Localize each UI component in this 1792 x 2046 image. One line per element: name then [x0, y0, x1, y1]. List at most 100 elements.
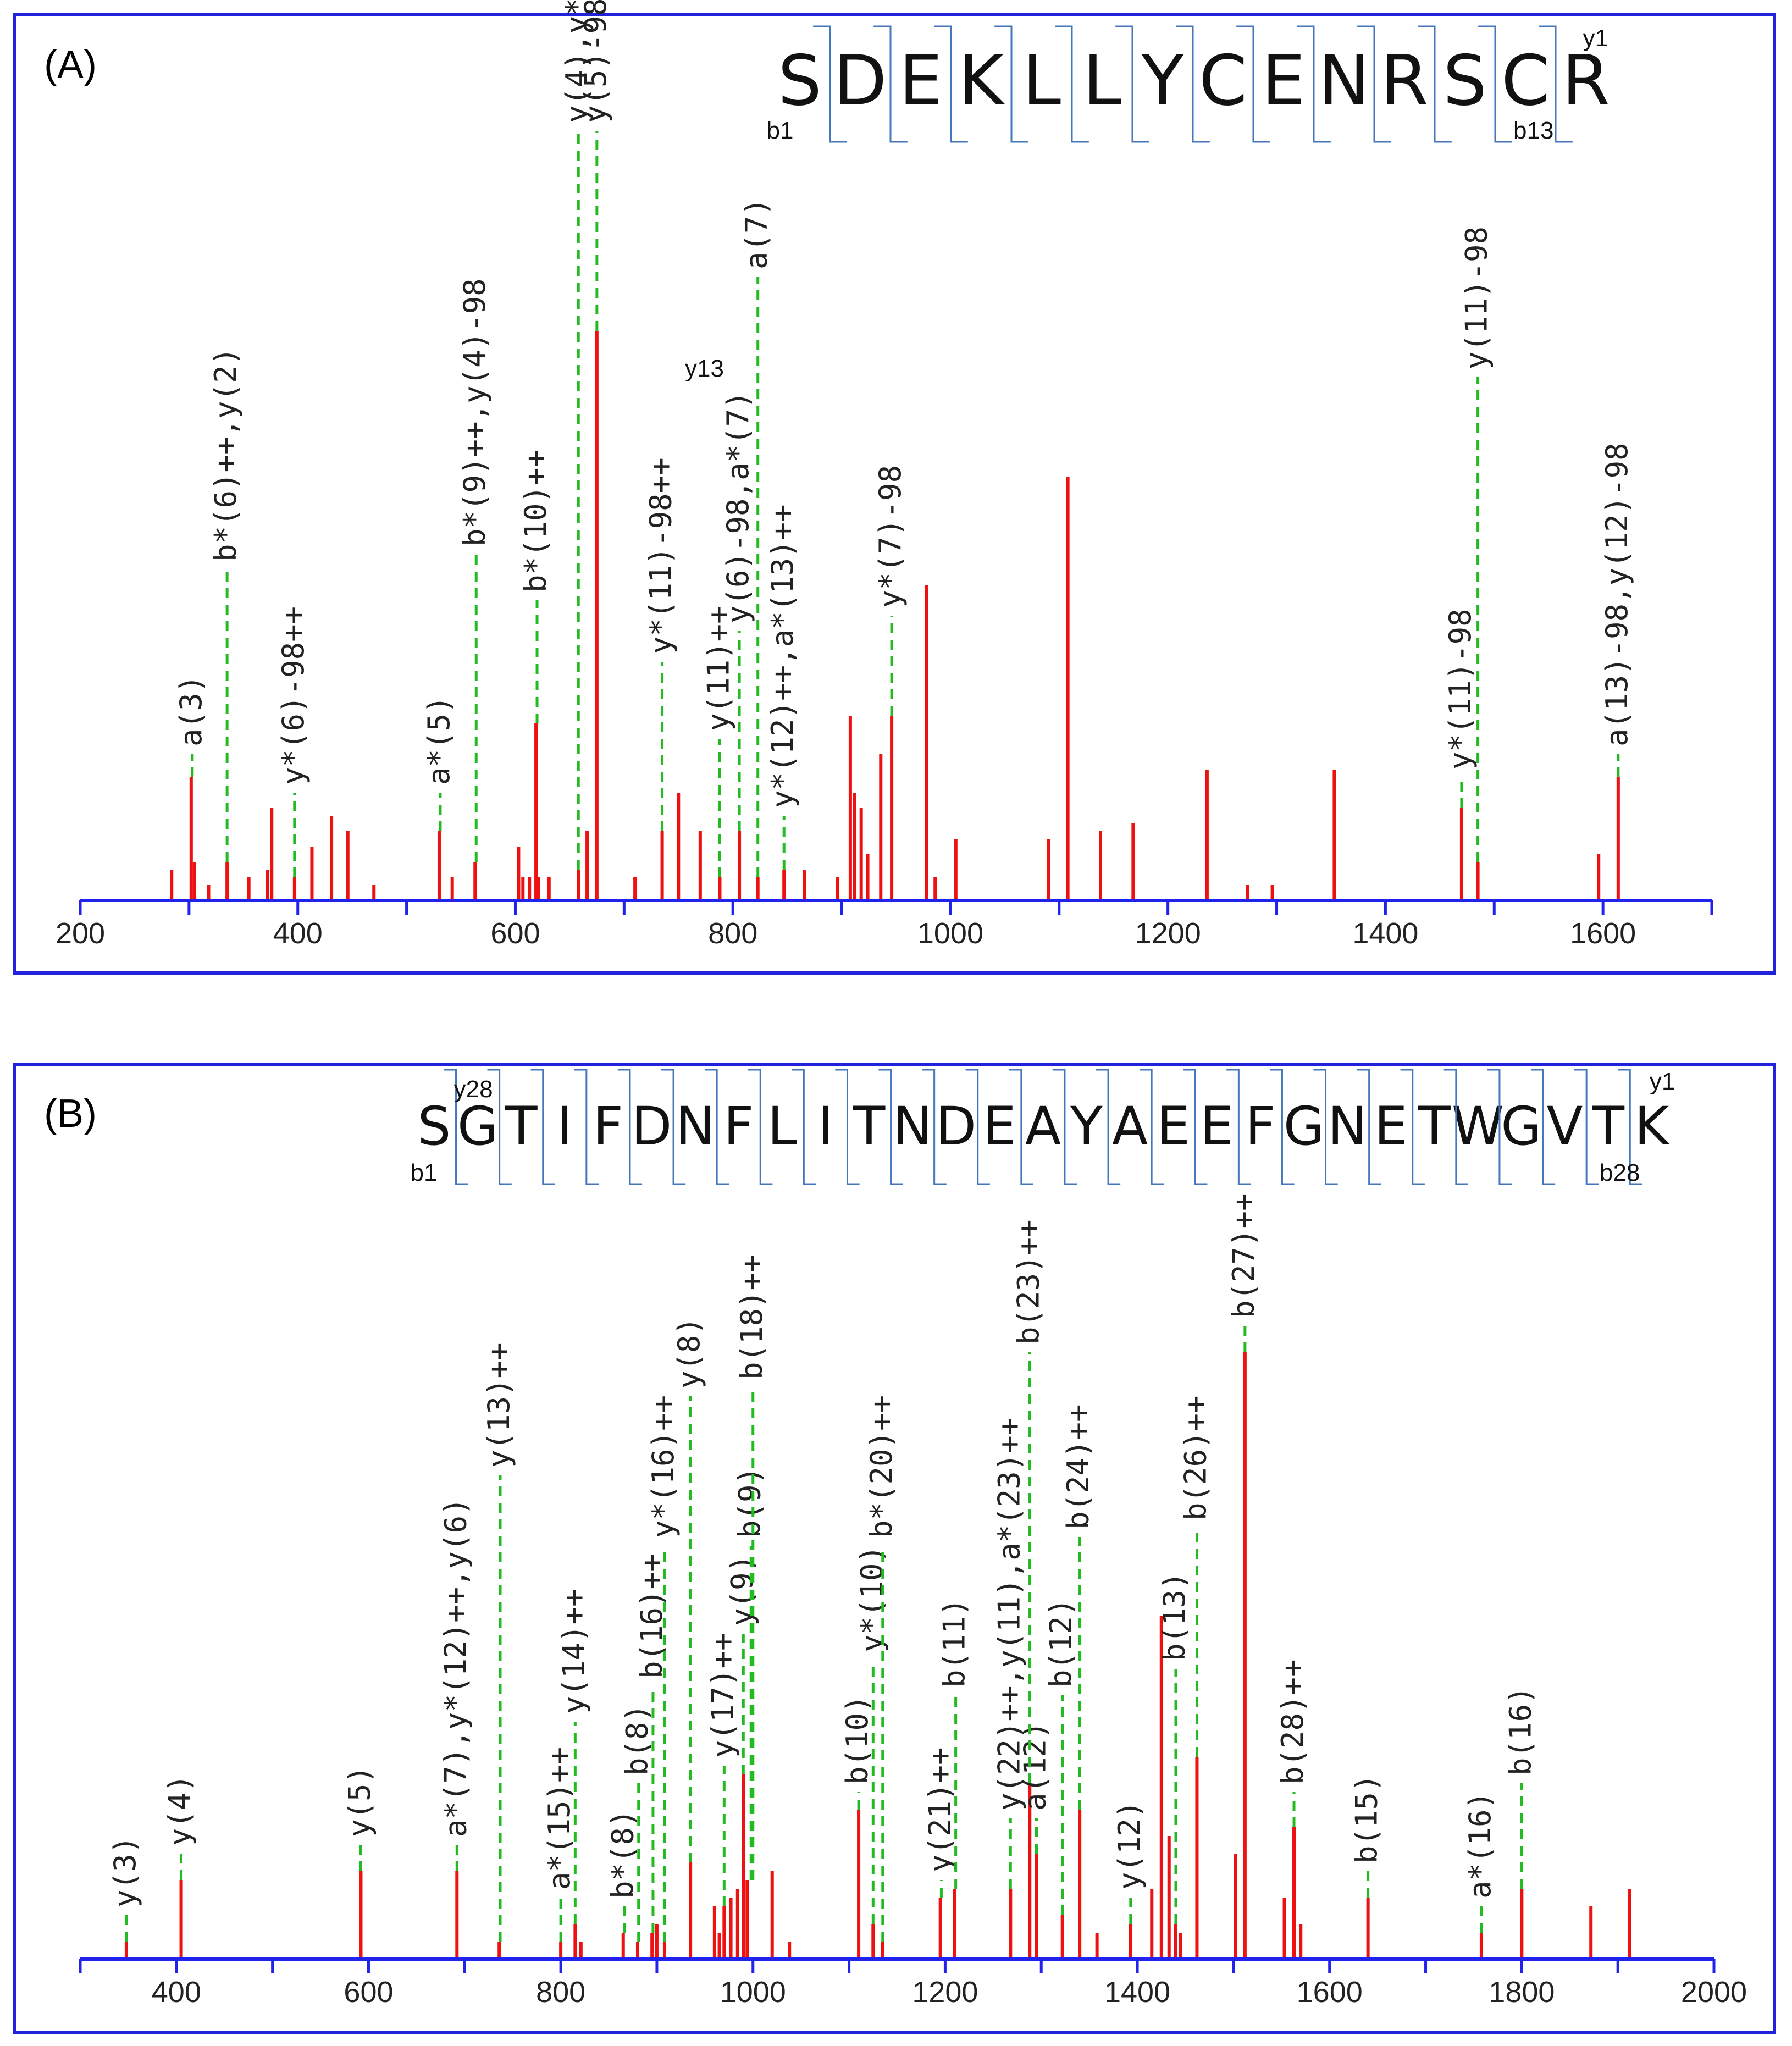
annotation-label: y(4): [163, 1774, 197, 1846]
fragment-bracket: [813, 25, 847, 143]
annotation-label: b(24)++: [1061, 1404, 1096, 1529]
residue: A: [1025, 1096, 1061, 1157]
residue: S: [1443, 40, 1487, 121]
fragment-bracket: [1236, 25, 1270, 143]
fragment-bracket: [1009, 1069, 1033, 1185]
annotation-label: y(11)++: [701, 606, 735, 731]
residue: T: [505, 1096, 538, 1157]
residue: I: [557, 1096, 572, 1157]
residue: G: [1284, 1096, 1324, 1157]
fragment-bracket: [661, 1069, 686, 1185]
residue: T: [853, 1096, 886, 1157]
annotation-label: b(15): [1349, 1774, 1384, 1863]
annotation-label: b(9): [732, 1467, 767, 1538]
y-last-label: y13: [685, 355, 724, 382]
residue: N: [893, 1096, 932, 1157]
x-tick-label: 600: [490, 917, 540, 950]
fragment-bracket: [1297, 25, 1331, 143]
panel-label: (A): [44, 43, 97, 87]
residue: C: [1199, 40, 1247, 121]
residue: A: [1112, 1096, 1148, 1157]
annotation-label: y(14)++: [556, 1589, 591, 1714]
annotation-label: y*(6)-98++: [276, 606, 311, 785]
residue: F: [1245, 1096, 1275, 1157]
annotation-label: b(12): [1044, 1598, 1078, 1688]
fragment-bracket: [994, 25, 1028, 143]
annotation-label: a(7): [739, 198, 774, 269]
residue: K: [959, 40, 1006, 121]
residue: V: [1547, 1096, 1583, 1157]
panel-b: (B) y(3) y(4) y(5) a*(7),y*(12)++,y(6) y(13)+…: [13, 1063, 1776, 2034]
y-first-label: y1: [1583, 25, 1608, 52]
fragment-bracket: [1140, 1069, 1164, 1185]
panel-a: (A) a(3) b*(6)++,y(2) y*(6)-98++ a*(5) b*(9)+…: [13, 0, 1776, 975]
annotation-label: y(4),y*(5)-98,a: [560, 0, 594, 123]
x-tick-label: 1400: [1104, 1976, 1170, 2009]
panel-frame: [13, 13, 1776, 975]
annotation-label: y(11)-98: [1459, 226, 1494, 369]
annotation-label: b(27)++: [1226, 1193, 1261, 1318]
residue: L: [1083, 40, 1121, 121]
fragment-bracket: [934, 25, 968, 143]
residue: I: [818, 1096, 833, 1157]
fragment-bracket: [1530, 1069, 1556, 1185]
x-tick-label: 1400: [1352, 917, 1418, 950]
fragment-bracket: [1183, 1069, 1208, 1185]
annotation-label: y*(7)-98: [873, 465, 908, 608]
residue: Y: [1070, 1096, 1103, 1157]
residue: C: [1501, 40, 1550, 121]
residue: W: [1452, 1096, 1504, 1157]
fragment-bracket: [705, 1069, 729, 1185]
annotation-label: y*(16)++: [646, 1395, 681, 1538]
residue: L: [767, 1096, 797, 1157]
residue: E: [1374, 1096, 1408, 1157]
fragment-bracket: [1418, 25, 1452, 143]
fragment-bracket: [574, 1069, 599, 1185]
annotation-label: y(5)-98: [578, 0, 613, 123]
x-tick-label: 1000: [917, 917, 983, 950]
residue: D: [936, 1096, 976, 1157]
panel-frame: [13, 1063, 1776, 2034]
x-tick-label: 1800: [1489, 1976, 1555, 2009]
annotation-label: b*(20)++: [864, 1395, 899, 1538]
y-first-label: y1: [1650, 1068, 1675, 1095]
annotation-label: y(17)++: [705, 1633, 740, 1758]
annotation-label: y*(11)-98++: [644, 457, 678, 654]
annotation-label: a*(16): [1463, 1791, 1497, 1899]
annotation-label: a*(5): [422, 695, 456, 785]
y-last-label: y28: [454, 1076, 493, 1103]
fragment-bracket: [1357, 1069, 1381, 1185]
fragment-bracket: [1096, 1069, 1121, 1185]
annotation-label: b(18)++: [734, 1254, 769, 1380]
fragment-bracket: [444, 1069, 468, 1185]
fragment-bracket: [1313, 1069, 1338, 1185]
fragment-bracket: [1539, 25, 1573, 143]
residue: G: [457, 1096, 498, 1157]
fragment-bracket: [1574, 1069, 1599, 1185]
x-tick-label: 1000: [720, 1976, 786, 2009]
annotation-label: y(21)++: [922, 1747, 957, 1872]
residue: N: [1318, 40, 1370, 121]
annotation-label: b(13): [1157, 1572, 1192, 1661]
x-tick-label: 1200: [1135, 917, 1201, 950]
annotation-label: a*(15)++: [542, 1747, 577, 1890]
annotation-label: y*(11)-98: [1443, 609, 1478, 770]
x-tick-label: 1600: [1297, 1976, 1363, 2009]
fragment-bracket: [873, 25, 908, 143]
annotation-label: b*(8): [606, 1809, 640, 1899]
x-tick-label: 600: [344, 1976, 393, 2009]
b-first-label: b1: [767, 117, 794, 144]
fragment-bracket: [617, 1069, 643, 1185]
annotation-label: y*(12)++,a*(13)++: [765, 504, 800, 808]
fragment-bracket: [1357, 25, 1391, 143]
annotation-label: b*(10)++: [518, 450, 553, 593]
fragment-bracket: [1400, 1069, 1425, 1185]
annotation-label: b*(6)++,y(2): [208, 347, 243, 562]
annotation-label: y*(10): [854, 1545, 889, 1652]
annotation-label: y(8): [672, 1317, 706, 1389]
residue: F: [723, 1096, 754, 1157]
annotation-label: a(13)-98,y(12)-98: [1600, 443, 1634, 746]
fragment-bracket: [1055, 25, 1089, 143]
b-first-label: b1: [410, 1159, 437, 1186]
